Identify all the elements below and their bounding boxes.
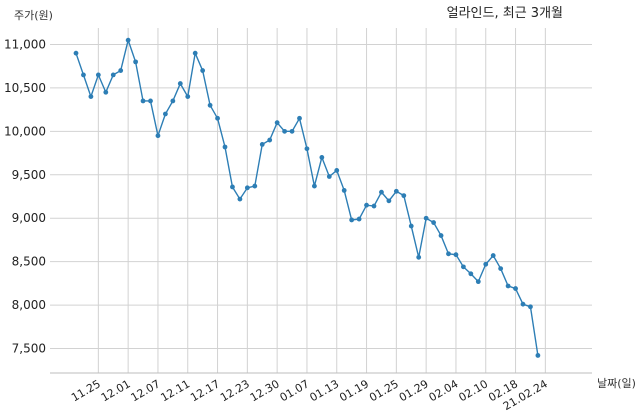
price-point xyxy=(200,68,206,73)
x-tick-label: 12.17 xyxy=(188,377,222,404)
gridlines xyxy=(50,28,592,373)
x-axis-label: 날짜(일) xyxy=(597,376,636,390)
price-point xyxy=(513,286,518,291)
y-tick-label: 11,000 xyxy=(4,38,46,52)
price-point xyxy=(289,128,295,134)
x-tick-label: 01.25 xyxy=(367,377,401,404)
price-point xyxy=(423,215,429,221)
y-tick-label: 7,500 xyxy=(12,342,46,356)
price-point xyxy=(252,183,258,189)
price-point xyxy=(438,233,444,238)
price-point xyxy=(341,188,347,193)
price-point xyxy=(192,50,198,56)
price-point xyxy=(371,203,377,209)
price-point xyxy=(408,223,414,229)
price-point xyxy=(230,184,235,190)
price-point xyxy=(401,193,407,199)
price-point xyxy=(349,217,355,223)
price-point xyxy=(461,264,466,270)
price-point xyxy=(528,304,533,310)
price-point xyxy=(222,144,228,150)
price-point xyxy=(446,251,451,257)
x-tick-label: 12.11 xyxy=(158,377,192,404)
price-point xyxy=(334,168,340,173)
price-point xyxy=(274,120,280,126)
price-point xyxy=(88,94,94,100)
price-point xyxy=(148,98,153,104)
price-point xyxy=(304,146,310,152)
chart-title: 얼라인드, 최근 3개월 xyxy=(447,6,563,21)
price-point xyxy=(468,271,474,277)
price-point xyxy=(95,72,101,78)
price-point xyxy=(118,68,124,73)
price-point xyxy=(282,128,287,134)
x-tick-label: 02.10 xyxy=(456,377,490,404)
price-point xyxy=(133,59,139,65)
price-point xyxy=(416,254,422,260)
x-tick-label: 12.01 xyxy=(99,377,133,404)
price-point xyxy=(185,94,191,100)
price-point xyxy=(379,189,384,195)
price-point xyxy=(326,174,332,179)
price-point xyxy=(163,111,168,117)
price-point xyxy=(170,98,176,104)
y-tick-label: 8,500 xyxy=(12,255,46,269)
price-point xyxy=(237,196,243,202)
x-tick-label: 11.25 xyxy=(69,377,103,404)
price-point xyxy=(125,37,131,43)
x-tick-label: 01.29 xyxy=(397,377,431,404)
price-point xyxy=(267,137,273,143)
price-point xyxy=(207,102,213,108)
price-point xyxy=(520,301,526,307)
price-point xyxy=(259,141,265,147)
price-point xyxy=(498,266,504,271)
y-axis-label: 주가(원) xyxy=(14,9,53,22)
price-point xyxy=(73,50,79,56)
x-tick-label: 01.13 xyxy=(307,377,341,404)
price-point xyxy=(110,72,116,78)
price-point xyxy=(103,89,109,95)
x-tick-label: 12.07 xyxy=(129,377,163,404)
price-point xyxy=(356,216,362,222)
y-tick-label: 10,000 xyxy=(4,124,46,138)
price-point xyxy=(386,198,392,204)
x-tick-label: 02.04 xyxy=(427,377,461,404)
price-point xyxy=(483,261,489,267)
price-point xyxy=(177,81,183,86)
price-series xyxy=(73,37,541,358)
price-point xyxy=(475,279,481,285)
price-point xyxy=(244,185,250,191)
price-point xyxy=(319,155,325,160)
price-point xyxy=(140,98,146,104)
price-point xyxy=(297,115,302,121)
price-point xyxy=(453,252,459,258)
x-tick-label: 01.07 xyxy=(278,377,312,404)
y-tick-label: 9,500 xyxy=(12,168,46,182)
price-point xyxy=(490,253,496,258)
y-tick-label: 10,500 xyxy=(4,81,46,95)
y-tick-label: 8,000 xyxy=(12,298,46,312)
price-point xyxy=(505,283,511,289)
y-tick-label: 9,000 xyxy=(12,211,46,225)
x-tick-label: 01.19 xyxy=(337,377,371,404)
price-point xyxy=(215,115,220,121)
price-point xyxy=(535,353,541,358)
price-point xyxy=(155,133,161,139)
price-point xyxy=(393,188,399,194)
price-point xyxy=(312,183,317,189)
price-point xyxy=(81,72,86,78)
x-tick-label: 12.30 xyxy=(248,377,282,404)
x-tick-label: 12.23 xyxy=(218,377,252,404)
price-point xyxy=(431,220,436,225)
price-point xyxy=(364,202,369,208)
